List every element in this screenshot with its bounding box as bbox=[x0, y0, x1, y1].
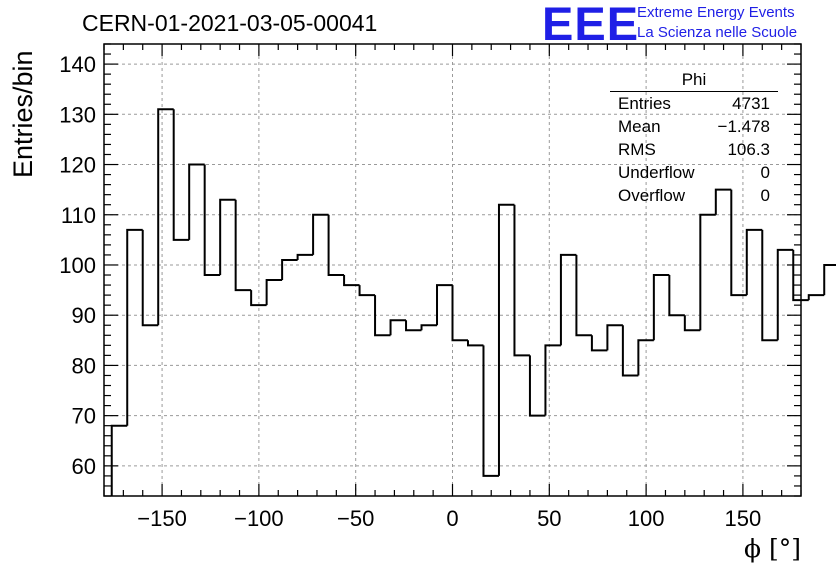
histogram-bin bbox=[776, 248, 794, 341]
histogram-bin bbox=[823, 263, 836, 296]
y-tick-label: 80 bbox=[72, 353, 96, 378]
histogram-bin bbox=[327, 214, 345, 277]
histogram-bin bbox=[528, 355, 546, 417]
stats-row-underflow: Underflow 0 bbox=[610, 161, 778, 184]
stats-value: −1.478 bbox=[717, 117, 770, 136]
stats-title: Phi bbox=[610, 70, 778, 92]
histogram-bin bbox=[265, 279, 283, 306]
y-tick-label: 120 bbox=[59, 153, 96, 178]
histogram-bars bbox=[110, 108, 836, 496]
x-axis-label: ϕ [°] bbox=[744, 534, 801, 563]
stats-row-overflow: Overflow 0 bbox=[610, 184, 778, 207]
histogram-bin bbox=[683, 315, 701, 332]
stats-value: 0 bbox=[760, 163, 770, 182]
histogram-bin bbox=[219, 198, 236, 276]
stats-label: Overflow bbox=[618, 186, 686, 205]
stats-row-mean: Mean −1.478 bbox=[610, 115, 778, 138]
histogram-bin bbox=[250, 290, 267, 307]
histogram-bin bbox=[761, 229, 778, 342]
stats-label: RMS bbox=[618, 140, 656, 159]
histogram-bin bbox=[141, 229, 159, 327]
histogram-bin bbox=[234, 199, 252, 292]
stats-label: Mean bbox=[618, 117, 661, 136]
stats-box: Phi Entries 4731 Mean −1.478 RMS 106.3 U… bbox=[610, 70, 778, 207]
y-tick-label: 100 bbox=[59, 253, 96, 278]
y-tick-label: 90 bbox=[72, 303, 96, 328]
y-tick-label: 140 bbox=[59, 52, 96, 77]
histogram-bin bbox=[281, 258, 298, 281]
histogram-bin bbox=[110, 424, 128, 496]
eee-logo: EEE bbox=[542, 0, 640, 50]
histogram-bin bbox=[436, 284, 453, 326]
stats-value: 106.3 bbox=[727, 140, 770, 159]
histogram-bin bbox=[745, 228, 763, 296]
y-tick-label: 60 bbox=[72, 454, 96, 479]
stats-row-rms: RMS 106.3 bbox=[610, 138, 778, 161]
histogram-bin bbox=[312, 213, 329, 255]
histogram-bin bbox=[203, 164, 221, 277]
stats-value: 0 bbox=[760, 186, 770, 205]
histogram-bin bbox=[714, 188, 732, 215]
axes bbox=[103, 43, 802, 497]
histogram-bin bbox=[157, 108, 174, 326]
histogram-bin bbox=[575, 254, 592, 337]
histogram-bin bbox=[559, 253, 577, 346]
histogram-bin bbox=[172, 109, 190, 241]
histogram-bin bbox=[699, 213, 716, 331]
stats-value: 4731 bbox=[732, 94, 770, 113]
x-tick-label: −150 bbox=[137, 506, 187, 531]
histogram-bin bbox=[807, 294, 825, 301]
histogram-bin bbox=[652, 274, 670, 341]
y-tick-label: 110 bbox=[61, 203, 96, 228]
histogram-bin bbox=[451, 285, 468, 342]
x-tick-label: −100 bbox=[234, 506, 284, 531]
logo-subtitle-2: La Scienza nelle Scuole bbox=[637, 24, 798, 41]
histogram-bin bbox=[482, 345, 499, 477]
stats-label: Entries bbox=[618, 94, 671, 113]
histogram-bin bbox=[792, 249, 809, 302]
x-tick-label: 0 bbox=[446, 506, 458, 531]
histogram-bin bbox=[621, 325, 639, 377]
tick-labels: −150 −100 −50 0 50 100 150 60 70 80 90 100 110 120 130… bbox=[59, 52, 761, 531]
histogram-bin bbox=[730, 189, 747, 297]
y-tick-label: 130 bbox=[59, 102, 96, 127]
histogram-bin bbox=[296, 253, 314, 260]
y-tick-label: 70 bbox=[72, 404, 96, 429]
histogram-bin bbox=[188, 163, 205, 240]
x-tick-label: 100 bbox=[628, 506, 665, 531]
logo-subtitle-1: Extreme Energy Events bbox=[637, 4, 795, 21]
x-tick-label: −50 bbox=[337, 506, 374, 531]
y-axis-label: Entries/bin bbox=[8, 50, 38, 178]
histogram-bin bbox=[343, 275, 360, 287]
stats-row-entries: Entries 4731 bbox=[610, 92, 778, 115]
histogram-bin bbox=[405, 320, 422, 332]
histogram-bin bbox=[606, 324, 623, 351]
histogram-bin bbox=[497, 203, 515, 476]
histogram-bin bbox=[358, 285, 376, 297]
chart-title: CERN-01-2021-03-05-00041 bbox=[82, 10, 378, 36]
stats-label: Underflow bbox=[618, 163, 695, 182]
histogram-bin bbox=[513, 204, 530, 357]
x-tick-label: 50 bbox=[537, 506, 561, 531]
histogram-bin bbox=[590, 335, 608, 352]
histogram-bin bbox=[544, 344, 561, 416]
histogram-bin bbox=[466, 340, 484, 347]
histogram-bin bbox=[389, 319, 407, 336]
histogram-bin bbox=[374, 295, 391, 337]
x-tick-label: 150 bbox=[725, 506, 762, 531]
histogram-bin bbox=[420, 324, 438, 331]
histogram-bin bbox=[637, 339, 654, 376]
histogram-bin bbox=[126, 228, 143, 426]
histogram-bin bbox=[668, 275, 685, 317]
